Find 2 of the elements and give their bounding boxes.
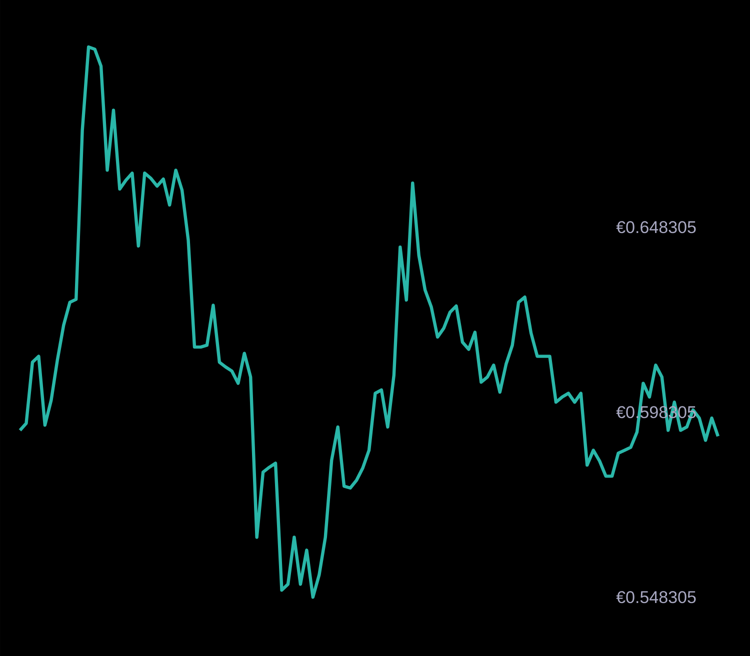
y-tick-label: €0.548305: [616, 591, 696, 604]
y-tick-label: €0.648305: [616, 221, 696, 234]
